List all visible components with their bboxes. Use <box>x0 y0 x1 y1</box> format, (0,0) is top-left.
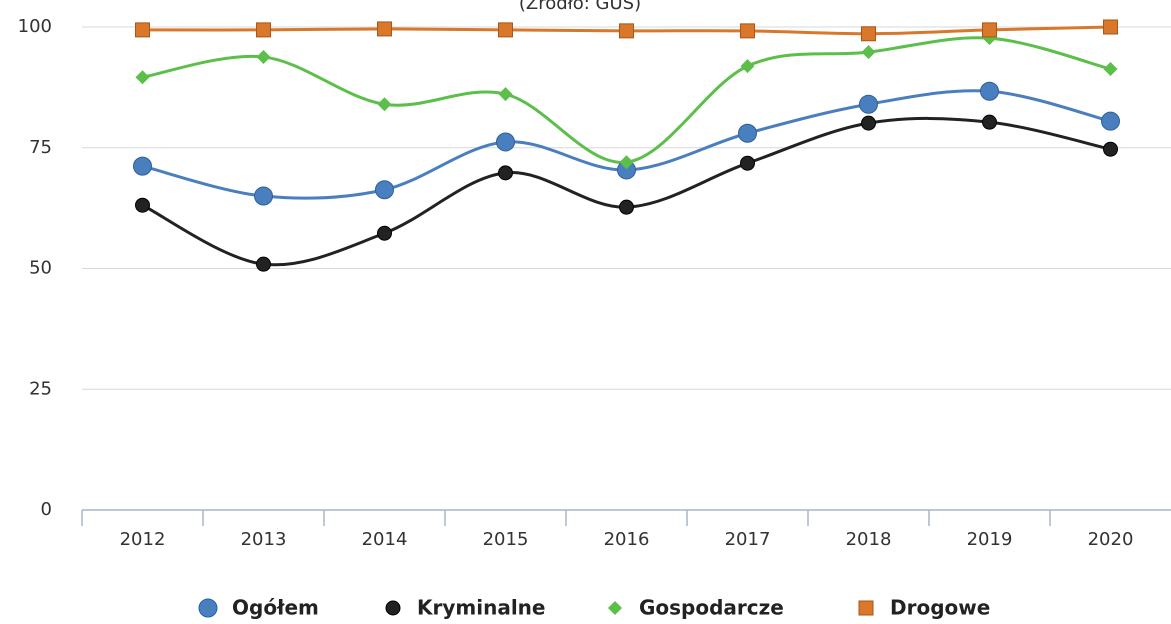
y-tick-label: 0 <box>41 499 52 520</box>
marker <box>133 156 152 176</box>
x-tick-label: 2017 <box>725 529 771 550</box>
marker <box>256 49 271 64</box>
marker <box>859 94 878 114</box>
x-tick-label: 2018 <box>846 529 892 550</box>
marker <box>496 132 515 152</box>
marker <box>498 87 513 102</box>
legend-label: Ogółem <box>232 596 319 620</box>
y-tick-label: 75 <box>29 137 52 158</box>
y-tick-label: 100 <box>18 16 52 37</box>
marker <box>861 45 876 60</box>
x-tick-label: 2016 <box>604 529 650 550</box>
marker <box>861 115 876 131</box>
legend-label: Gospodarcze <box>639 596 784 620</box>
marker <box>1103 19 1118 35</box>
marker <box>738 123 757 143</box>
marker <box>1103 141 1118 157</box>
marker <box>256 256 271 272</box>
legend-label: Drogowe <box>890 596 990 620</box>
marker <box>740 23 755 39</box>
marker <box>377 225 392 241</box>
y-tick-label: 25 <box>29 378 52 399</box>
x-tick-label: 2014 <box>362 529 408 550</box>
marker <box>1103 62 1118 77</box>
x-tick-label: 2012 <box>120 529 166 550</box>
series-line <box>141 116 1111 267</box>
marker <box>135 70 150 85</box>
legend-marker <box>608 601 622 615</box>
marker <box>375 180 394 200</box>
legend-label: Kryminalne <box>417 596 546 620</box>
marker <box>498 165 513 181</box>
marker <box>619 155 634 170</box>
marker <box>135 22 150 38</box>
marker <box>377 97 392 112</box>
marker <box>740 59 755 74</box>
marker <box>498 22 513 38</box>
legend-marker <box>385 600 401 616</box>
marker <box>982 114 997 130</box>
y-tick-label: 50 <box>29 258 52 279</box>
marker <box>980 81 999 101</box>
marker <box>982 22 997 38</box>
x-tick-label: 2015 <box>483 529 529 550</box>
marker <box>377 21 392 37</box>
marker <box>740 155 755 171</box>
series-line <box>142 89 1111 200</box>
x-tick-label: 2019 <box>967 529 1013 550</box>
marker <box>619 199 634 215</box>
marker <box>619 23 634 39</box>
marker <box>1101 111 1120 131</box>
x-tick-label: 2020 <box>1088 529 1134 550</box>
legend-marker <box>198 598 218 618</box>
marker <box>861 26 876 42</box>
marker <box>254 186 273 206</box>
chart-subtitle: (Źródło: GUS) <box>519 0 641 14</box>
marker <box>135 197 150 213</box>
series-line <box>142 36 1111 164</box>
x-tick-label: 2013 <box>241 529 287 550</box>
legend-marker <box>858 600 874 616</box>
marker <box>256 22 271 38</box>
